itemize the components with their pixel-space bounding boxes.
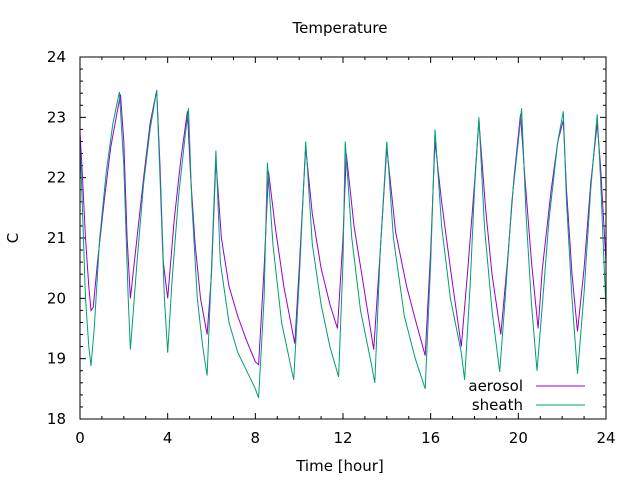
legend: aerosol sheath: [468, 377, 585, 414]
x-tick-label: 12: [333, 429, 352, 447]
x-tick-label: 24: [596, 429, 615, 447]
x-tick-label: 0: [75, 429, 85, 447]
tick-labels: 0 4 8 12 16 20 24 18 19 20 21 22 23 24: [47, 48, 616, 447]
series-line-sheath: [79, 90, 607, 399]
chart-title: Temperature: [291, 19, 387, 37]
legend-label-aerosol: aerosol: [468, 377, 523, 395]
y-tick-label: 24: [47, 48, 66, 66]
x-tick-label: 4: [163, 429, 173, 447]
y-tick-label: 19: [47, 350, 66, 368]
y-axis-label: C: [4, 233, 22, 243]
y-tick-label: 21: [47, 229, 66, 247]
plot-frame: [79, 56, 607, 420]
y-tick-label: 18: [47, 410, 66, 428]
y-tick-label: 23: [47, 108, 66, 126]
legend-label-sheath: sheath: [472, 396, 523, 414]
x-tick-label: 8: [251, 429, 261, 447]
y-tick-label: 20: [47, 289, 66, 307]
x-tick-label: 20: [509, 429, 528, 447]
y-tick-label: 22: [47, 169, 66, 187]
x-tick-label: 16: [421, 429, 440, 447]
series-layer: [79, 90, 607, 399]
x-axis-label: Time [hour]: [295, 457, 384, 475]
